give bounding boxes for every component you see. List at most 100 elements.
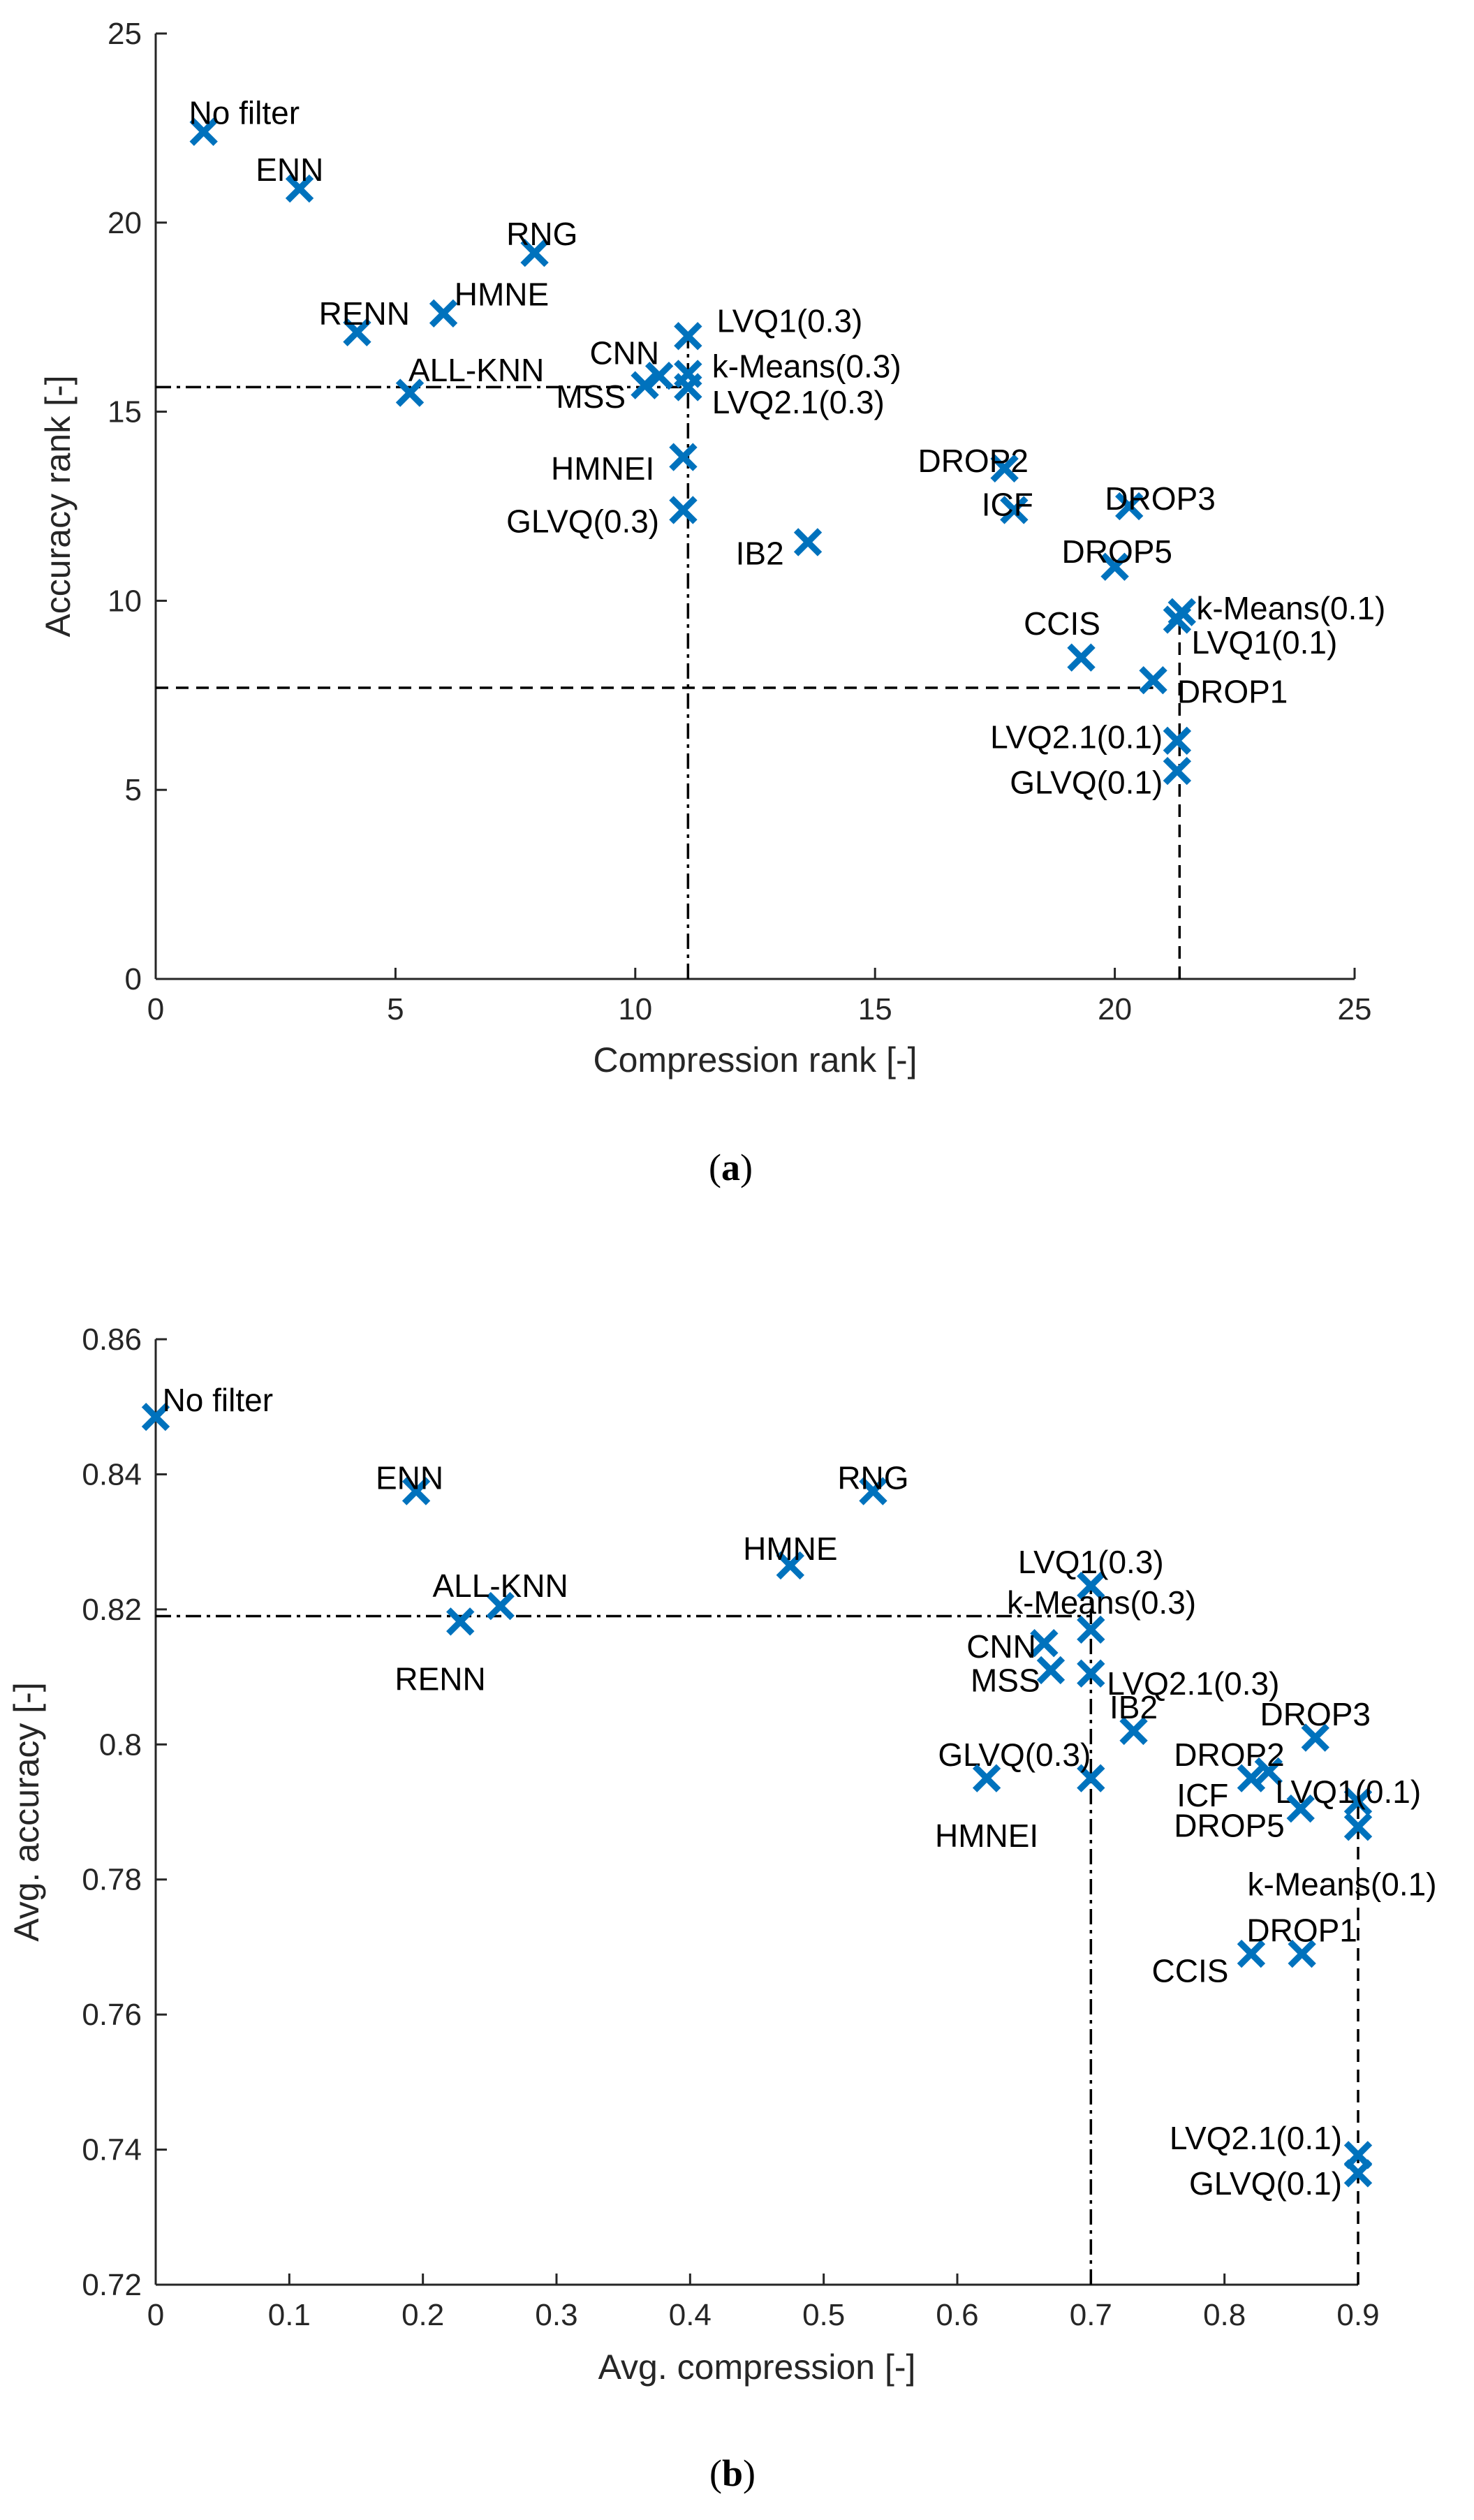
data-point-label: ALL-KNN [432, 1568, 568, 1604]
x-axis-label: Avg. compression [-] [598, 2348, 916, 2387]
data-point-label: LVQ1(0.3) [717, 303, 863, 339]
data-point-marker [1030, 1629, 1059, 1658]
data-point-marker [1139, 665, 1167, 695]
data-point-label: DROP3 [1105, 480, 1215, 517]
data-point-marker [644, 361, 674, 390]
x-tick-label: 0 [147, 992, 164, 1026]
y-tick-label: 0.72 [82, 2268, 142, 2302]
y-tick-label: 25 [108, 17, 142, 51]
data-point-label: CCIS [1024, 605, 1100, 642]
data-point-label: LVQ2.1(0.1) [990, 719, 1163, 755]
x-tick-label: 20 [1098, 992, 1132, 1026]
data-point-marker [1077, 1659, 1105, 1688]
data-point-marker [1288, 1939, 1316, 1968]
data-point-label: DROP5 [1062, 533, 1172, 570]
data-point-marker [674, 322, 702, 351]
x-tick-label: 0.8 [1203, 2298, 1246, 2332]
data-point-label: GLVQ(0.3) [938, 1737, 1091, 1773]
x-tick-label: 0.5 [802, 2298, 845, 2332]
data-point-label: HMNEI [551, 450, 654, 487]
data-point-marker [486, 1591, 515, 1621]
x-tick-label: 5 [387, 992, 404, 1026]
data-point-marker [859, 1477, 887, 1505]
data-point-marker [446, 1607, 475, 1636]
data-point-marker [1000, 496, 1029, 524]
data-point-label: RNG [837, 1459, 908, 1496]
x-tick-label: 0.1 [268, 2298, 311, 2332]
data-point-label: RNG [506, 216, 577, 252]
y-tick-label: 0.74 [82, 2133, 142, 2167]
x-tick-label: 0.7 [1070, 2298, 1112, 2332]
data-point-label: MSS [971, 1662, 1040, 1698]
data-point-marker [1163, 756, 1192, 786]
data-point-label: ICF [982, 486, 1033, 522]
data-point-label: DROP3 [1260, 1696, 1371, 1732]
panel-caption: (b) [709, 2452, 756, 2494]
data-point-marker [1036, 1656, 1066, 1685]
x-axis-label: Compression rank [-] [593, 1040, 917, 1080]
data-point-marker [189, 117, 218, 146]
chart-panel-a: 0 5 10 15 20 25 0 5 10 15 20 25 Compression rank [-]… [38, 17, 1385, 1188]
data-point-marker [1077, 1615, 1105, 1644]
data-point-label: ALL-KNN [408, 352, 544, 388]
data-point-marker [1077, 1571, 1105, 1600]
data-point-label: LVQ2.1(0.1) [1170, 2120, 1342, 2156]
data-point-marker [520, 238, 549, 267]
data-point-marker [1067, 643, 1096, 672]
data-point-marker [793, 528, 823, 557]
data-point-marker [343, 318, 371, 347]
data-point-label: MSS [556, 378, 626, 415]
data-point-label: ENN [256, 152, 323, 188]
y-axis-label: Accuracy rank [-] [38, 375, 78, 637]
x-tick-label: 10 [618, 992, 652, 1026]
data-point-label: No filter [163, 1382, 273, 1418]
data-point-label: GLVQ(0.1) [1189, 2165, 1342, 2202]
y-tick-label: 0.86 [82, 1322, 142, 1357]
data-point-marker [1163, 605, 1192, 634]
data-point-label: IB2 [736, 536, 784, 572]
data-point-marker [1254, 1757, 1283, 1786]
data-point-label: k-Means(0.3) [712, 348, 901, 385]
data-point-label: IB2 [1110, 1689, 1158, 1725]
data-point-label: RENN [395, 1660, 485, 1697]
x-tick-label: 0.2 [401, 2298, 444, 2332]
data-point-marker [1301, 1723, 1329, 1752]
data-point-label: DROP1 [1177, 673, 1288, 709]
data-point-label: LVQ1(0.3) [1018, 1544, 1164, 1580]
data-point-marker [631, 371, 659, 399]
data-point-label: ENN [376, 1459, 443, 1496]
data-point-marker [285, 174, 314, 203]
y-tick-label: 0.78 [82, 1863, 142, 1897]
data-point-marker [1100, 552, 1129, 581]
x-tick-label: 0 [147, 2298, 164, 2332]
data-point-label: DROP1 [1246, 1912, 1357, 1948]
data-point-label: DROP2 [1174, 1737, 1284, 1773]
data-point-marker [1163, 726, 1192, 755]
data-point-label: LVQ2.1(0.3) [1107, 1665, 1279, 1702]
x-tick-label: 15 [858, 992, 892, 1026]
data-point-marker [776, 1551, 805, 1580]
x-tick-label: 25 [1338, 992, 1372, 1026]
data-point-marker [674, 373, 702, 401]
data-point-label: HMNE [455, 277, 549, 313]
y-tick-label: 10 [108, 584, 142, 618]
data-point-label: RENN [319, 295, 410, 332]
x-tick-label: 0.6 [936, 2298, 978, 2332]
data-point-label: CNN [966, 1628, 1036, 1665]
y-tick-label: 0 [125, 962, 142, 996]
data-point-label: LVQ1(0.1) [1191, 624, 1337, 661]
data-point-label: GLVQ(0.1) [1010, 764, 1163, 800]
data-point-label: DROP2 [917, 443, 1028, 479]
data-point-label: HMNEI [935, 1818, 1038, 1854]
data-point-marker [429, 299, 458, 327]
data-point-label: CNN [589, 335, 659, 371]
data-point-marker [1343, 1788, 1373, 1816]
data-point-label: CCIS [1152, 1952, 1229, 1989]
chart-panel-b: 0 0.1 0.2 0.3 0.4 0.5 0.6 0.7 0.8 0.9 0.72 0.74 0.76… [7, 1322, 1437, 2494]
data-point-marker [1343, 2159, 1373, 2188]
data-point-marker [395, 378, 425, 407]
panel-caption: (a) [709, 1147, 753, 1188]
y-tick-label: 0.84 [82, 1457, 142, 1491]
